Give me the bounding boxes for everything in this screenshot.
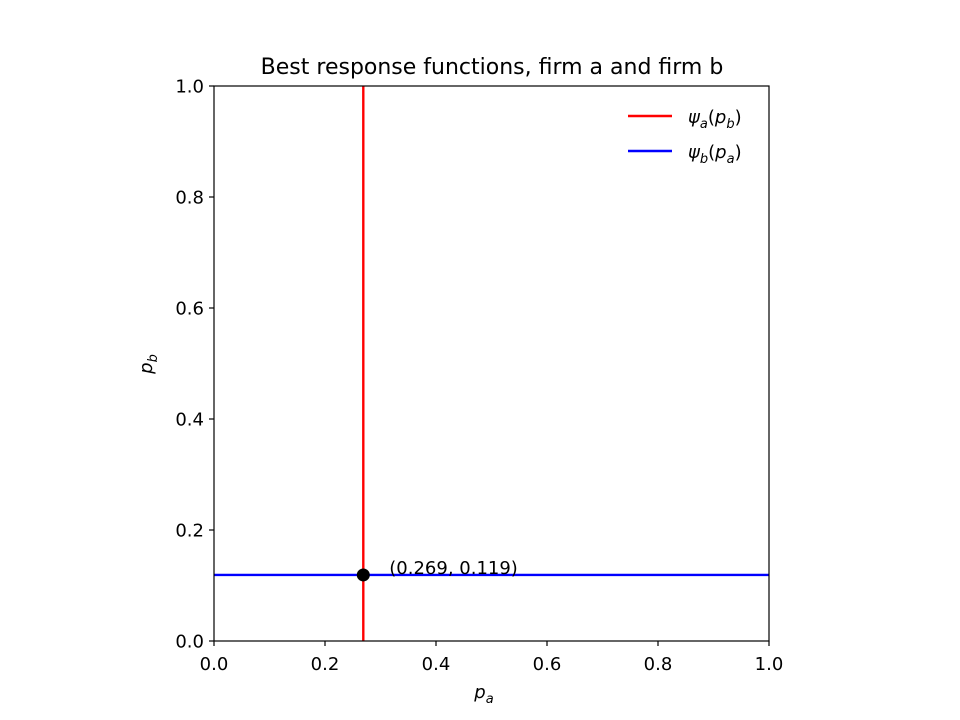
y-tick-label: 0.2 xyxy=(175,521,204,542)
series-layer xyxy=(214,86,769,641)
y-tick-label: 0.8 xyxy=(175,188,204,209)
legend-label-psi-b: ψb(pa) xyxy=(688,142,742,167)
x-tick-label: 0.0 xyxy=(200,654,229,675)
y-tick-label: 1.0 xyxy=(175,77,204,98)
x-axis-label: pa xyxy=(473,682,493,707)
x-tick-label: 1.0 xyxy=(755,654,784,675)
x-tick-label: 0.2 xyxy=(311,654,340,675)
x-axis-label-sub: a xyxy=(486,692,494,707)
y-axis-ticks: 0.0 0.2 0.4 0.6 0.8 1.0 xyxy=(175,77,214,653)
x-axis-ticks: 0.0 0.2 0.4 0.6 0.8 1.0 xyxy=(200,641,784,675)
y-tick-label: 0.0 xyxy=(175,632,204,653)
legend-label-psi-a: ψa(pb) xyxy=(688,107,742,132)
y-axis-label: pb xyxy=(136,354,161,375)
y-tick-label: 0.6 xyxy=(175,299,204,320)
x-tick-label: 0.8 xyxy=(644,654,673,675)
plot-frame xyxy=(213,85,770,642)
marker-layer: (0.269, 0.119) xyxy=(356,558,518,582)
y-axis-label-main: p xyxy=(136,362,157,374)
legend: ψa(pb) ψb(pa) xyxy=(628,107,742,167)
y-axis-label-sub: b xyxy=(146,354,161,362)
y-tick-label: 0.4 xyxy=(175,410,204,431)
x-tick-label: 0.6 xyxy=(533,654,562,675)
chart-title: Best response functions, firm a and firm… xyxy=(261,55,724,80)
x-tick-label: 0.4 xyxy=(422,654,451,675)
equilibrium-label: (0.269, 0.119) xyxy=(389,558,518,579)
equilibrium-point xyxy=(356,568,370,582)
x-axis-label-main: p xyxy=(473,682,485,703)
